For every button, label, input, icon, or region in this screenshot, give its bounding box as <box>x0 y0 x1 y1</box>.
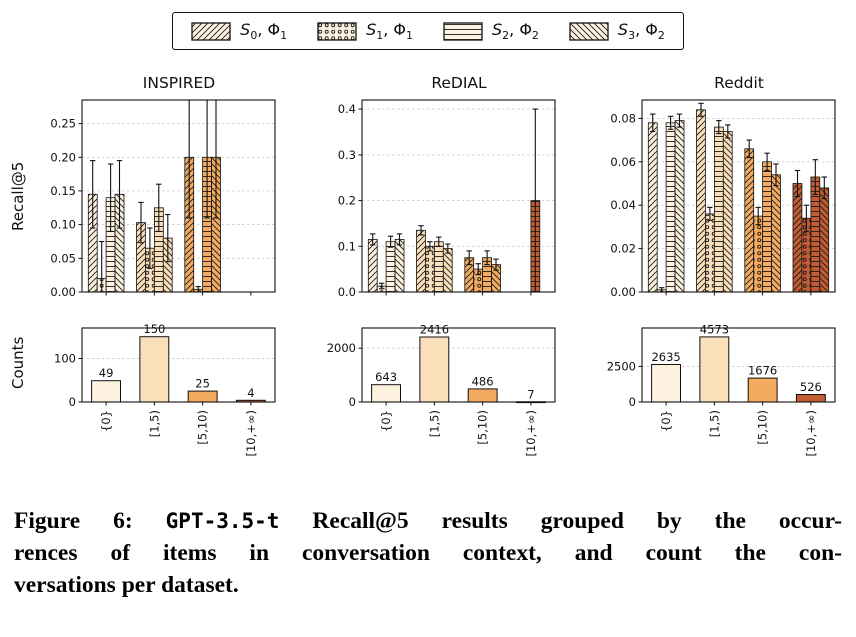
svg-text:[1,5): [1,5) <box>427 410 441 437</box>
svg-text:0.1: 0.1 <box>338 239 356 253</box>
svg-text:{0}: {0} <box>379 410 393 432</box>
svg-text:49: 49 <box>99 366 114 380</box>
counts-chart-redial: 643 2416 486 7 0 2000 {0} [1,5) [5,10) [10,+∞) <box>320 308 560 468</box>
svg-text:0.05: 0.05 <box>50 251 76 265</box>
svg-text:0.04: 0.04 <box>610 198 636 212</box>
svg-text:25: 25 <box>195 377 210 391</box>
recall-chart-redial: 0.0 0.1 0.2 0.3 0.4 <box>320 94 560 304</box>
counts-chart-inspired: 49 150 25 4 0 100 {0} [1,5) [5,10) [10,+∞) <box>40 308 280 468</box>
svg-text:100: 100 <box>54 352 76 366</box>
svg-text:4: 4 <box>247 386 254 400</box>
svg-text:[5,10): [5,10) <box>756 410 770 445</box>
svg-text:2635: 2635 <box>651 350 680 364</box>
recall-chart-reddit: 0.00 0.02 0.04 0.06 0.08 <box>600 94 840 304</box>
svg-text:0.10: 0.10 <box>50 218 76 232</box>
svg-text:0.4: 0.4 <box>338 102 356 116</box>
svg-text:150: 150 <box>143 322 165 336</box>
svg-text:2416: 2416 <box>420 323 449 337</box>
legend-patch-horiz <box>443 21 483 41</box>
legend-item: S1, Φ1 <box>317 20 413 42</box>
svg-text:2000: 2000 <box>327 341 356 355</box>
chart-column-reddit: Reddit 0.00 0.02 0.04 0.06 0.08 2635 4573 1676… <box>600 72 840 468</box>
recall-axis-label: Recall@5 <box>9 161 27 231</box>
svg-text:0.06: 0.06 <box>610 155 636 169</box>
svg-text:0: 0 <box>69 395 76 409</box>
svg-text:0.00: 0.00 <box>50 285 76 299</box>
chart-title-inspired: INSPIRED <box>142 74 216 93</box>
svg-text:0.15: 0.15 <box>50 184 76 198</box>
svg-text:1676: 1676 <box>748 364 777 378</box>
svg-text:{0}: {0} <box>99 410 113 432</box>
counts-chart-reddit: 2635 4573 1676 526 0 2500 {0} [1,5) [5,10) [10,+∞… <box>600 308 840 468</box>
svg-text:{0}: {0} <box>659 410 673 432</box>
caption-line-2: rences of items in conversation context,… <box>14 540 842 567</box>
svg-text:[10,+∞): [10,+∞) <box>244 410 258 456</box>
chart-column-redial: ReDIAL 0.0 0.1 0.2 0.3 0.4 643 2416 486 7 0 2000 {… <box>320 72 560 468</box>
svg-text:0.3: 0.3 <box>338 148 356 162</box>
legend-item: S2, Φ2 <box>443 20 539 42</box>
svg-text:526: 526 <box>800 380 822 394</box>
caption-text-rest: Recall@5 results grouped by the occur- <box>279 508 842 535</box>
svg-text:7: 7 <box>527 387 534 401</box>
caption-line-1: Figure 6: GPT-3.5-t Recall@5 results gro… <box>14 506 842 538</box>
legend-item: S3, Φ2 <box>569 20 665 42</box>
svg-text:[5,10): [5,10) <box>476 410 490 445</box>
svg-text:2500: 2500 <box>607 360 636 374</box>
legend: S0, Φ1 S1, Φ1 S2, Φ2 S3, Φ2 <box>172 12 684 51</box>
svg-text:[1,5): [1,5) <box>707 410 721 437</box>
svg-text:4573: 4573 <box>700 323 729 337</box>
svg-text:0.08: 0.08 <box>610 112 636 126</box>
recall-chart-inspired: 0.00 0.05 0.10 0.15 0.20 0.25 <box>40 94 280 304</box>
legend-label: S0, Φ1 <box>240 20 288 43</box>
figure-caption: Figure 6: GPT-3.5-t Recall@5 results gro… <box>0 506 856 602</box>
legend-label: S3, Φ2 <box>617 20 665 43</box>
caption-text-prefix: Figure 6: <box>14 508 166 535</box>
svg-text:486: 486 <box>472 375 494 389</box>
svg-text:0.00: 0.00 <box>610 285 636 299</box>
legend-patch-circles <box>317 21 357 41</box>
caption-code: GPT-3.5-t <box>165 509 280 534</box>
svg-text:0.25: 0.25 <box>50 117 76 131</box>
caption-line-3: versations per dataset. <box>14 572 239 599</box>
legend-label: S2, Φ2 <box>492 20 539 43</box>
chart-column-inspired: INSPIRED 0.00 0.05 0.10 0.15 0.20 0.25 49 150 2… <box>40 72 280 468</box>
svg-text:0.2: 0.2 <box>338 194 356 208</box>
svg-text:0.20: 0.20 <box>50 150 76 164</box>
charts-area: INSPIRED 0.00 0.05 0.10 0.15 0.20 0.25 49 150 2… <box>0 72 856 468</box>
legend-label: S1, Φ1 <box>366 20 413 43</box>
svg-text:0.0: 0.0 <box>338 285 356 299</box>
legend-patch-back <box>569 21 609 41</box>
svg-text:0.02: 0.02 <box>610 242 636 256</box>
svg-text:[5,10): [5,10) <box>196 410 210 445</box>
legend-wrap: S0, Φ1 S1, Φ1 S2, Φ2 S3, Φ2 <box>0 0 856 51</box>
counts-axis-label: Counts <box>9 336 27 390</box>
chart-title-redial: ReDIAL <box>431 74 487 93</box>
svg-text:0: 0 <box>349 395 356 409</box>
svg-text:[1,5): [1,5) <box>147 410 161 437</box>
svg-text:[10,+∞): [10,+∞) <box>524 410 538 456</box>
legend-item: S0, Φ1 <box>191 20 287 42</box>
svg-text:[10,+∞): [10,+∞) <box>804 410 818 456</box>
chart-title-reddit: Reddit <box>714 74 764 93</box>
svg-text:0: 0 <box>629 395 636 409</box>
svg-text:643: 643 <box>375 370 397 384</box>
legend-patch-diag <box>191 21 231 41</box>
